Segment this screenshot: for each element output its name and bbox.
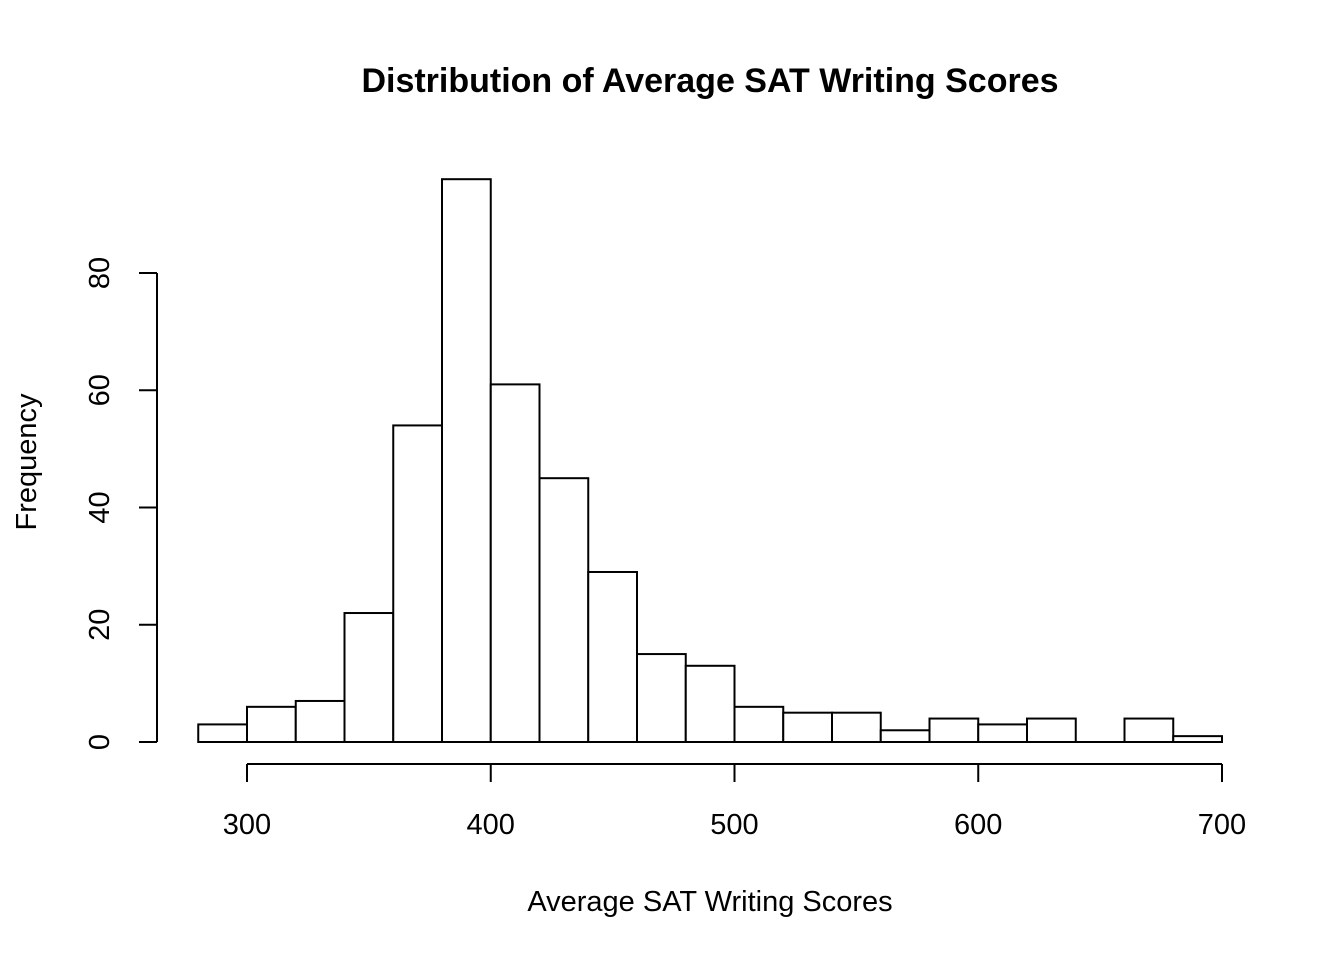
x-axis: 300 400 500 600 700 (223, 763, 1246, 841)
y-tick-label: 0 (84, 734, 116, 750)
y-axis-label: Frequency (11, 393, 43, 531)
histogram-bar (294, 699, 346, 744)
histogram-bar (636, 653, 687, 743)
x-axis-label: Average SAT Writing Scores (527, 886, 892, 918)
histogram-bar (782, 711, 833, 743)
histogram-bar (392, 424, 443, 743)
y-tick-label: 20 (84, 609, 116, 641)
x-tick-label: 500 (710, 809, 758, 841)
histogram-bar (1123, 717, 1175, 743)
y-tick-label: 40 (84, 491, 116, 523)
y-tick-label: 80 (84, 257, 116, 289)
histogram-bar (489, 383, 541, 743)
histogram-bar (879, 729, 931, 744)
histogram-bar (1172, 735, 1223, 744)
chart-title: Distribution of Average SAT Writing Scor… (361, 62, 1058, 100)
histogram-bar (684, 664, 736, 743)
histogram-bar (928, 717, 980, 743)
histogram-bar (538, 477, 590, 743)
histogram-bar (831, 711, 882, 743)
histogram-bar (197, 723, 248, 743)
histogram-bar (733, 705, 785, 744)
histogram-bar (587, 570, 638, 743)
y-tick-label: 60 (84, 374, 116, 406)
histogram-bar (977, 723, 1028, 743)
histogram-bar (1026, 717, 1077, 743)
x-tick-label: 300 (223, 809, 271, 841)
x-tick-label: 600 (954, 809, 1002, 841)
histogram-bars (197, 178, 1223, 744)
y-axis: 0 20 40 60 80 (84, 257, 158, 750)
x-tick-label: 400 (467, 809, 515, 841)
histogram-bar (441, 178, 492, 743)
x-tick-label: 700 (1198, 809, 1246, 841)
histogram-bar (246, 705, 297, 744)
histogram-bar (343, 612, 395, 744)
